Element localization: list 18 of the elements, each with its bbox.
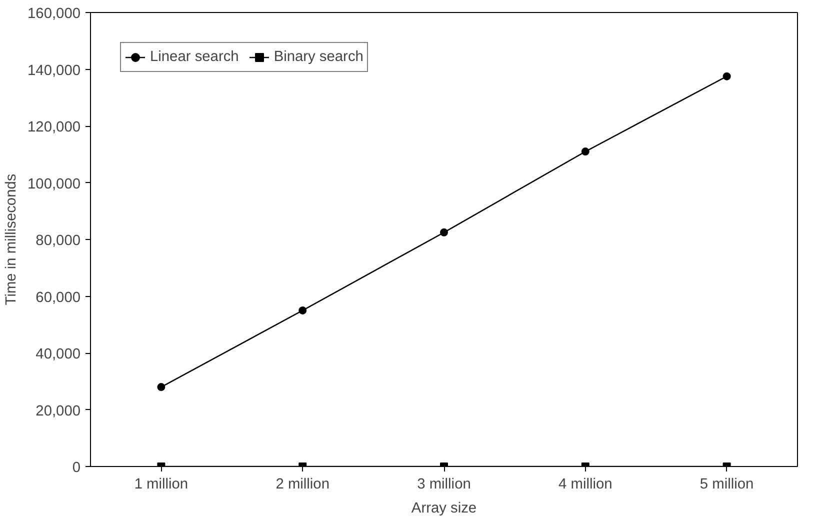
legend-label: Binary search <box>274 49 364 65</box>
x-axis-title: Array size <box>411 500 477 516</box>
y-tick-label: 80,000 <box>36 233 80 249</box>
x-tick-label: 2 million <box>276 476 330 492</box>
x-tick-label: 1 million <box>134 476 188 492</box>
y-tick-label: 40,000 <box>36 346 80 362</box>
y-tick-label: 120,000 <box>28 120 81 136</box>
y-tick-label: 100,000 <box>28 176 81 192</box>
y-tick-label: 160,000 <box>28 6 81 22</box>
y-axis-title: Time in milliseconds <box>4 174 20 306</box>
y-tick-label: 0 <box>72 460 81 476</box>
y-tick-label: 60,000 <box>36 290 80 306</box>
x-tick-label: 5 million <box>700 476 754 492</box>
y-tick-label: 20,000 <box>36 403 80 420</box>
x-tick-label: 3 million <box>417 476 471 492</box>
legend-label: Linear search <box>150 49 239 65</box>
x-tick-label: 4 million <box>558 476 612 492</box>
y-tick-label: 140,000 <box>28 62 81 79</box>
